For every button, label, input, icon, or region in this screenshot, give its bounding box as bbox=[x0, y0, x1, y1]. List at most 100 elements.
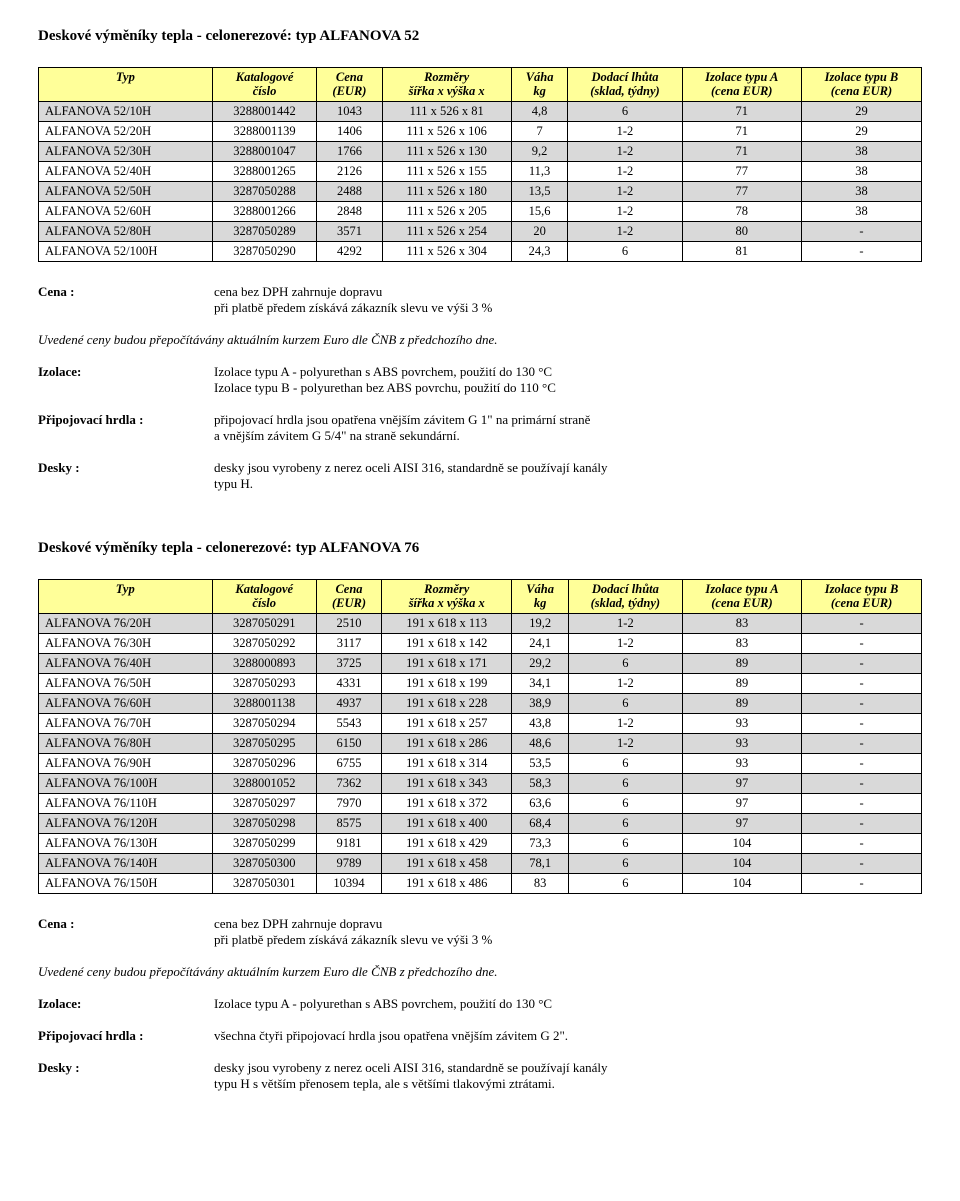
table-cell: 3287050290 bbox=[212, 241, 317, 261]
izolace-line2: Izolace typu B - polyurethan bez ABS pov… bbox=[214, 380, 556, 395]
table-row: ALFANOVA 52/50H32870502882488111 x 526 x… bbox=[39, 181, 922, 201]
section2-title: Deskové výměníky tepla - celonerezové: t… bbox=[38, 540, 922, 557]
table-cell: 38 bbox=[801, 141, 921, 161]
table-cell: 4,8 bbox=[511, 101, 568, 121]
table-cell: 71 bbox=[682, 141, 801, 161]
table-cell: ALFANOVA 76/60H bbox=[39, 693, 213, 713]
table-cell: ALFANOVA 76/30H bbox=[39, 633, 213, 653]
table-cell: 80 bbox=[682, 221, 801, 241]
column-header: Typ bbox=[39, 68, 213, 102]
table-cell: 3287050300 bbox=[212, 853, 316, 873]
table-cell: 3287050289 bbox=[212, 221, 317, 241]
table-cell: 4937 bbox=[316, 693, 381, 713]
column-header: Rozměryšířka x výška x bbox=[382, 579, 512, 613]
cena-note: Uvedené ceny budou přepočítávány aktuáln… bbox=[38, 332, 922, 348]
table-cell: 191 x 618 x 199 bbox=[382, 673, 512, 693]
table-cell: 29,2 bbox=[512, 653, 568, 673]
table-cell: 3288001138 bbox=[212, 693, 316, 713]
table-cell: 20 bbox=[511, 221, 568, 241]
table-row: ALFANOVA 76/40H32880008933725191 x 618 x… bbox=[39, 653, 922, 673]
table-cell: - bbox=[802, 773, 922, 793]
table-cell: 111 x 526 x 130 bbox=[382, 141, 511, 161]
column-header: Cena(EUR) bbox=[316, 579, 381, 613]
table-cell: 3287050298 bbox=[212, 813, 316, 833]
table-row: ALFANOVA 76/90H32870502966755191 x 618 x… bbox=[39, 753, 922, 773]
table-cell: 111 x 526 x 205 bbox=[382, 201, 511, 221]
table-cell: 1-2 bbox=[568, 141, 682, 161]
table-cell: ALFANOVA 52/60H bbox=[39, 201, 213, 221]
table-cell: 111 x 526 x 155 bbox=[382, 161, 511, 181]
table-cell: 3288001139 bbox=[212, 121, 317, 141]
table-alfanova-52: TypKatalogovéčísloCena(EUR)Rozměryšířka … bbox=[38, 67, 922, 262]
table-cell: ALFANOVA 76/20H bbox=[39, 613, 213, 633]
desky-line2: typu H s větším přenosem tepla, ale s vě… bbox=[214, 1076, 555, 1091]
table-cell: 2848 bbox=[317, 201, 382, 221]
table-cell: 1-2 bbox=[568, 161, 682, 181]
table-cell: 191 x 618 x 171 bbox=[382, 653, 512, 673]
table-cell: 6 bbox=[568, 241, 682, 261]
column-header: Váhakg bbox=[512, 579, 568, 613]
cena-note-text: Uvedené ceny budou přepočítávány aktuáln… bbox=[38, 332, 497, 347]
table-cell: 6150 bbox=[316, 733, 381, 753]
table-cell: 83 bbox=[682, 633, 801, 653]
column-header: Rozměryšířka x výška x bbox=[382, 68, 511, 102]
table-alfanova-76: TypKatalogovéčísloCena(EUR)Rozměryšířka … bbox=[38, 579, 922, 894]
table-cell: 6755 bbox=[316, 753, 381, 773]
table-row: ALFANOVA 52/30H32880010471766111 x 526 x… bbox=[39, 141, 922, 161]
table-cell: 1-2 bbox=[568, 713, 682, 733]
table-cell: 3287050301 bbox=[212, 873, 316, 893]
table-cell: 3288001047 bbox=[212, 141, 317, 161]
table-cell: 89 bbox=[682, 653, 801, 673]
table-cell: - bbox=[802, 633, 922, 653]
table-cell: 63,6 bbox=[512, 793, 568, 813]
table-cell: ALFANOVA 76/90H bbox=[39, 753, 213, 773]
table-cell: ALFANOVA 76/100H bbox=[39, 773, 213, 793]
izolace-value: Izolace typu A - polyurethan s ABS povrc… bbox=[214, 364, 922, 396]
table-cell: 89 bbox=[682, 673, 801, 693]
table-cell: 6 bbox=[568, 813, 682, 833]
table-cell: 3571 bbox=[317, 221, 382, 241]
table-cell: 191 x 618 x 429 bbox=[382, 833, 512, 853]
izolace-line1: Izolace typu A - polyurethan s ABS povrc… bbox=[214, 364, 552, 379]
table-cell: - bbox=[802, 833, 922, 853]
column-header: Izolace typu B(cena EUR) bbox=[802, 579, 922, 613]
table-cell: 3287050292 bbox=[212, 633, 316, 653]
table-cell: 58,3 bbox=[512, 773, 568, 793]
table-cell: 1-2 bbox=[568, 733, 682, 753]
table-cell: 1-2 bbox=[568, 673, 682, 693]
table-cell: 191 x 618 x 286 bbox=[382, 733, 512, 753]
table-cell: 6 bbox=[568, 693, 682, 713]
table-cell: 3288001266 bbox=[212, 201, 317, 221]
hrdla-value: připojovací hrdla jsou opatřena vnějším … bbox=[214, 412, 922, 444]
table-cell: 191 x 618 x 400 bbox=[382, 813, 512, 833]
table-cell: ALFANOVA 76/130H bbox=[39, 833, 213, 853]
table-cell: 6 bbox=[568, 653, 682, 673]
table-cell: ALFANOVA 52/10H bbox=[39, 101, 213, 121]
table-cell: 104 bbox=[682, 853, 801, 873]
table-cell: 111 x 526 x 304 bbox=[382, 241, 511, 261]
cena-note: Uvedené ceny budou přepočítávány aktuáln… bbox=[38, 964, 922, 980]
table-row: ALFANOVA 76/120H32870502988575191 x 618 … bbox=[39, 813, 922, 833]
table-cell: 29 bbox=[801, 121, 921, 141]
table-cell: ALFANOVA 76/80H bbox=[39, 733, 213, 753]
table-cell: 3287050297 bbox=[212, 793, 316, 813]
hrdla-label: Připojovací hrdla : bbox=[38, 412, 208, 444]
table-cell: 93 bbox=[682, 713, 801, 733]
table-cell: ALFANOVA 52/40H bbox=[39, 161, 213, 181]
table-cell: 10394 bbox=[316, 873, 381, 893]
table-cell: 1-2 bbox=[568, 201, 682, 221]
table-row: ALFANOVA 52/10H32880014421043111 x 526 x… bbox=[39, 101, 922, 121]
table-head: TypKatalogovéčísloCena(EUR)Rozměryšířka … bbox=[39, 68, 922, 102]
table-row: ALFANOVA 76/110H32870502977970191 x 618 … bbox=[39, 793, 922, 813]
table-cell: 111 x 526 x 180 bbox=[382, 181, 511, 201]
table-cell: 24,1 bbox=[512, 633, 568, 653]
table-cell: 3287050291 bbox=[212, 613, 316, 633]
table-cell: 93 bbox=[682, 733, 801, 753]
hrdla-line1: připojovací hrdla jsou opatřena vnějším … bbox=[214, 412, 590, 427]
table-row: ALFANOVA 52/40H32880012652126111 x 526 x… bbox=[39, 161, 922, 181]
table-cell: 6 bbox=[568, 833, 682, 853]
table-cell: ALFANOVA 76/50H bbox=[39, 673, 213, 693]
table-cell: 38,9 bbox=[512, 693, 568, 713]
table-cell: 48,6 bbox=[512, 733, 568, 753]
table-row: ALFANOVA 76/130H32870502999181191 x 618 … bbox=[39, 833, 922, 853]
